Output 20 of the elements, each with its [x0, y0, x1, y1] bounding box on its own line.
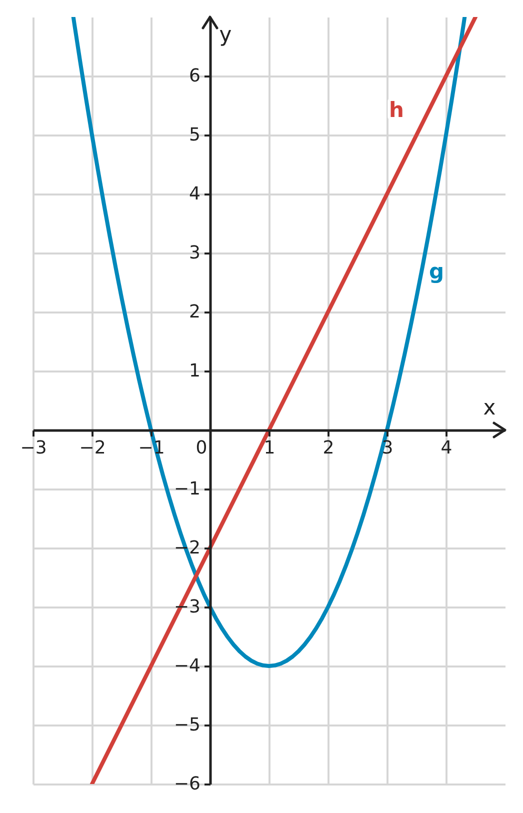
x-tick-label: 0: [196, 438, 208, 458]
y-tick-label: −5: [174, 714, 200, 736]
y-tick-label: 1: [189, 360, 200, 382]
y-tick-label: −1: [174, 478, 200, 500]
series-label: g: [428, 259, 444, 284]
x-tick-label: −2: [79, 438, 106, 458]
y-tick-label: 4: [189, 184, 200, 204]
y-tick-label: 2: [189, 302, 200, 322]
y-axis-title: y: [219, 22, 232, 46]
x-axis-title: x: [483, 396, 496, 420]
series-label: h: [388, 98, 404, 122]
x-tick-label: −3: [20, 438, 47, 458]
y-tick-label: 6: [189, 66, 200, 86]
y-tick-label: 3: [189, 242, 200, 264]
y-tick-label: −6: [174, 774, 200, 794]
x-tick-label: 1: [264, 438, 276, 458]
y-tick-label: −4: [174, 656, 200, 676]
x-tick-label: 2: [322, 438, 334, 458]
y-tick-label: 5: [189, 124, 200, 146]
x-tick-label: 4: [440, 438, 452, 458]
